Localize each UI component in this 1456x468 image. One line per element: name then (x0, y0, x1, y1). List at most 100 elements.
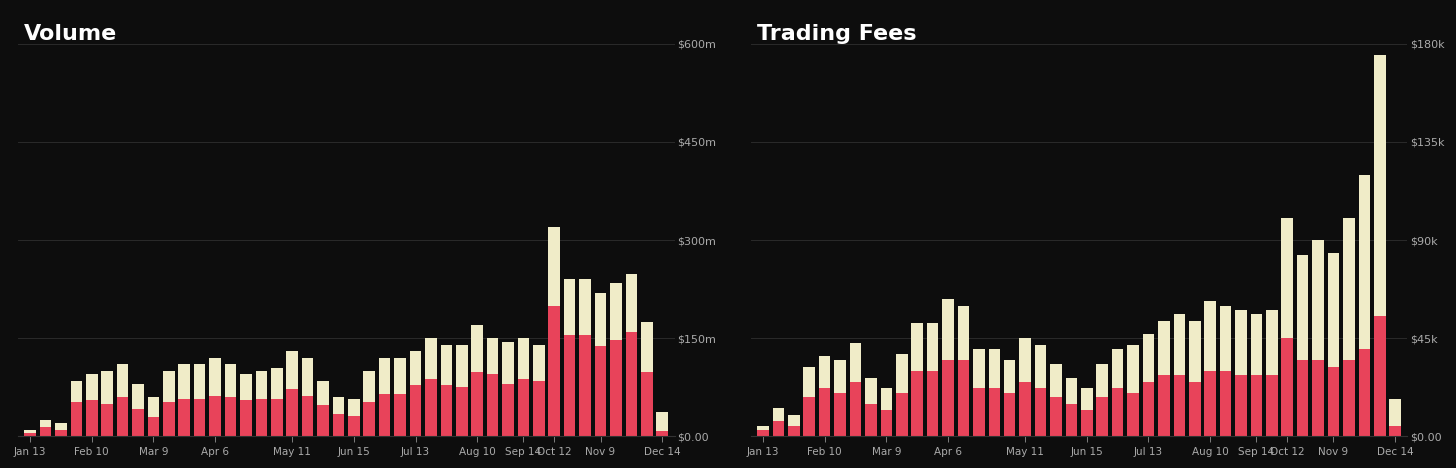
Bar (1328, 366, 1340, 437)
Bar (1358, 175, 1370, 349)
Bar (788, 425, 799, 437)
Bar (39, 420, 51, 427)
Bar (927, 371, 939, 437)
Bar (1080, 410, 1092, 437)
Bar (147, 397, 159, 417)
Bar (472, 373, 483, 437)
Bar (533, 381, 545, 437)
Bar (1112, 388, 1124, 437)
Bar (1127, 393, 1139, 437)
Bar (456, 345, 467, 387)
Bar (379, 358, 390, 394)
Bar (1143, 382, 1155, 437)
Bar (395, 394, 406, 437)
Bar (973, 349, 984, 388)
Bar (1389, 425, 1401, 437)
Bar (788, 415, 799, 425)
Bar (486, 338, 498, 373)
Bar (132, 384, 144, 409)
Bar (194, 365, 205, 399)
Bar (1267, 310, 1277, 375)
Text: Volume: Volume (25, 24, 118, 44)
Bar (989, 349, 1000, 388)
Bar (1050, 397, 1061, 437)
Bar (942, 360, 954, 437)
Bar (1174, 314, 1185, 375)
Bar (818, 356, 830, 388)
Bar (1143, 334, 1155, 382)
Bar (804, 366, 815, 397)
Bar (86, 374, 98, 401)
Bar (1251, 314, 1262, 375)
Bar (1251, 375, 1262, 437)
Bar (610, 283, 622, 340)
Bar (973, 388, 984, 437)
Bar (224, 397, 236, 437)
Bar (911, 371, 923, 437)
Bar (757, 425, 769, 430)
Bar (379, 394, 390, 437)
Bar (865, 378, 877, 404)
Bar (1204, 301, 1216, 371)
Bar (332, 414, 344, 437)
Bar (1267, 375, 1277, 437)
Bar (1035, 345, 1047, 388)
Bar (626, 274, 638, 332)
Bar (1190, 321, 1201, 382)
Bar (549, 306, 561, 437)
Bar (163, 402, 175, 437)
Bar (958, 306, 970, 360)
Bar (1389, 399, 1401, 425)
Bar (116, 397, 128, 437)
Bar (1204, 371, 1216, 437)
Bar (834, 360, 846, 393)
Bar (70, 402, 82, 437)
Bar (102, 404, 114, 437)
Bar (1281, 338, 1293, 437)
Bar (240, 401, 252, 437)
Bar (1342, 219, 1354, 360)
Bar (502, 342, 514, 384)
Bar (1127, 345, 1139, 393)
Bar (594, 292, 606, 346)
Bar (850, 343, 862, 382)
Bar (881, 388, 893, 410)
Bar (256, 371, 266, 399)
Bar (39, 427, 51, 437)
Bar (1312, 360, 1324, 437)
Bar (1005, 393, 1015, 437)
Bar (240, 374, 252, 401)
Bar (834, 393, 846, 437)
Bar (818, 388, 830, 437)
Bar (1019, 382, 1031, 437)
Bar (55, 424, 67, 430)
Bar (549, 227, 561, 306)
Bar (271, 399, 282, 437)
Bar (348, 399, 360, 416)
Bar (1050, 365, 1061, 397)
Bar (1358, 349, 1370, 437)
Bar (409, 351, 421, 386)
Bar (317, 381, 329, 405)
Bar (804, 397, 815, 437)
Text: Trading Fees: Trading Fees (757, 24, 917, 44)
Bar (1112, 349, 1124, 388)
Bar (610, 340, 622, 437)
Bar (425, 379, 437, 437)
Bar (1342, 360, 1354, 437)
Bar (1374, 55, 1386, 316)
Bar (224, 365, 236, 397)
Bar (456, 387, 467, 437)
Bar (210, 396, 221, 437)
Bar (317, 405, 329, 437)
Bar (773, 421, 785, 437)
Bar (594, 346, 606, 437)
Bar (102, 371, 114, 404)
Bar (518, 338, 529, 379)
Bar (179, 399, 191, 437)
Bar (1281, 219, 1293, 338)
Bar (895, 393, 907, 437)
Bar (895, 354, 907, 393)
Bar (1066, 404, 1077, 437)
Bar (1096, 365, 1108, 397)
